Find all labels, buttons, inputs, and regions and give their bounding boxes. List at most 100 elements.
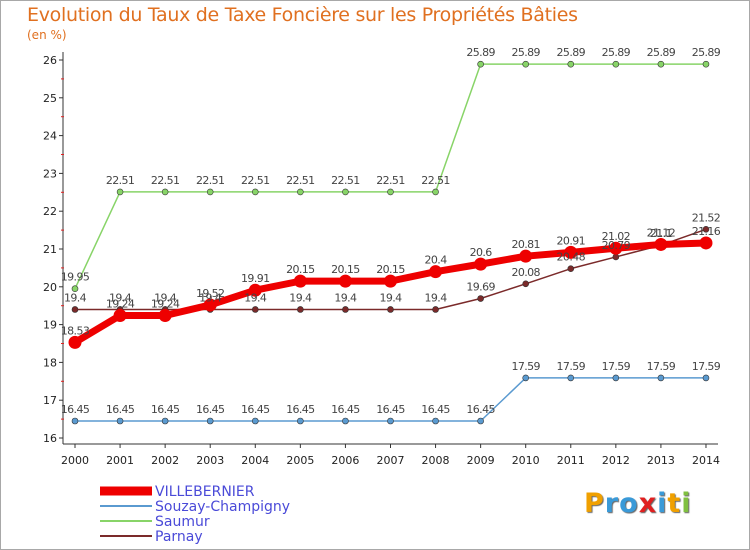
x-tick-label: 2003 bbox=[196, 454, 224, 467]
data-label: 19.4 bbox=[289, 291, 312, 304]
y-tick-label: 26 bbox=[43, 54, 57, 67]
data-point bbox=[612, 60, 620, 68]
data-label: 19.4 bbox=[109, 291, 132, 304]
logo-letter: i bbox=[657, 488, 668, 519]
y-tick-label: 22 bbox=[43, 205, 57, 218]
data-label: 21.02 bbox=[602, 230, 631, 243]
data-label: 21.52 bbox=[692, 211, 721, 224]
y-tick-label: 16 bbox=[43, 432, 57, 445]
legend-label: VILLEBERNIER bbox=[155, 484, 255, 500]
data-label: 16.45 bbox=[106, 403, 135, 416]
data-point bbox=[206, 417, 214, 425]
data-point bbox=[657, 374, 665, 382]
data-point bbox=[68, 335, 82, 349]
data-point bbox=[567, 60, 575, 68]
data-label: 16.45 bbox=[421, 403, 450, 416]
data-label: 19.4 bbox=[334, 291, 357, 304]
data-point bbox=[429, 265, 443, 279]
data-label: 20.91 bbox=[557, 234, 586, 247]
y-tick-label: 17 bbox=[43, 394, 57, 407]
legend-label: Parnay bbox=[155, 529, 203, 545]
data-point bbox=[297, 417, 304, 425]
data-point bbox=[702, 60, 710, 68]
data-point bbox=[474, 257, 488, 271]
data-point bbox=[387, 417, 394, 425]
y-tick-label: 18 bbox=[43, 356, 57, 369]
data-label: 19.24 bbox=[106, 298, 135, 311]
x-tick-label: 2014 bbox=[692, 454, 720, 467]
data-point bbox=[206, 188, 214, 196]
data-point bbox=[567, 265, 575, 272]
data-point bbox=[71, 285, 79, 292]
data-label: 22.51 bbox=[421, 174, 450, 187]
data-label: 20.4 bbox=[425, 254, 448, 267]
y-tick-label: 20 bbox=[43, 281, 57, 294]
x-tick-label: 2000 bbox=[61, 454, 89, 467]
data-label: 20.15 bbox=[376, 263, 405, 276]
x-tick-label: 2001 bbox=[106, 454, 134, 467]
data-label: 17.59 bbox=[647, 360, 676, 373]
data-labels-layer: 19.4 19.4 19.4 19.4 19.4 19.4 19.4 19.4 19.4 19.6… bbox=[61, 46, 722, 416]
data-label: 17.59 bbox=[602, 360, 631, 373]
data-label: 19.4 bbox=[199, 291, 222, 304]
data-label: 19.4 bbox=[379, 291, 402, 304]
data-point bbox=[477, 60, 484, 68]
data-point bbox=[477, 295, 484, 302]
data-label: 20.15 bbox=[286, 263, 315, 276]
x-tick-label: 2004 bbox=[241, 454, 269, 467]
data-point bbox=[158, 309, 172, 323]
legend-label: Souzay-Champigny bbox=[155, 499, 290, 515]
data-point bbox=[387, 188, 394, 196]
data-point bbox=[297, 188, 304, 196]
data-point bbox=[522, 280, 530, 288]
data-label: 19.4 bbox=[154, 291, 177, 304]
data-label: 20.48 bbox=[557, 251, 586, 264]
data-label: 21.1 bbox=[650, 227, 672, 240]
data-point bbox=[609, 241, 623, 255]
chart-axes: 16 17 18 19 20 21 22 23 24 25 26 2000 2001 2002 2003 20… bbox=[43, 52, 720, 467]
data-point bbox=[116, 417, 124, 425]
x-tick-label: 2002 bbox=[151, 454, 179, 467]
data-point bbox=[477, 417, 484, 425]
data-point bbox=[297, 306, 304, 313]
x-tick-label: 2013 bbox=[647, 454, 675, 467]
data-label: 19.91 bbox=[241, 272, 270, 285]
x-tick-label: 2007 bbox=[376, 454, 404, 467]
data-point bbox=[338, 274, 352, 288]
data-point bbox=[161, 417, 169, 425]
data-label: 16.45 bbox=[376, 403, 405, 416]
data-label: 19.95 bbox=[61, 271, 90, 284]
data-label: 19.69 bbox=[466, 281, 495, 294]
y-tick-label: 21 bbox=[43, 243, 57, 256]
x-tick-label: 2006 bbox=[331, 454, 359, 467]
data-point bbox=[116, 188, 124, 196]
logo-letter: t bbox=[667, 488, 682, 519]
data-label: 25.89 bbox=[692, 46, 721, 59]
data-label: 20.08 bbox=[511, 266, 540, 279]
logo-letter: x bbox=[638, 488, 658, 519]
logo-letter: r bbox=[604, 488, 620, 519]
data-label: 16.45 bbox=[61, 403, 90, 416]
series-villebernier bbox=[68, 236, 713, 349]
data-label: 20.6 bbox=[470, 246, 493, 259]
data-point bbox=[522, 60, 530, 68]
data-label: 20.81 bbox=[511, 238, 540, 251]
data-point bbox=[702, 226, 710, 233]
data-point bbox=[251, 188, 259, 196]
data-point bbox=[251, 306, 259, 313]
data-point bbox=[699, 236, 713, 250]
data-label: 22.51 bbox=[376, 174, 405, 187]
data-point bbox=[342, 417, 349, 425]
data-point bbox=[248, 283, 262, 297]
proxiti-logo: Proxiti bbox=[584, 488, 692, 519]
data-point bbox=[383, 274, 397, 288]
data-label: 17.59 bbox=[557, 360, 586, 373]
data-point bbox=[71, 306, 79, 313]
data-point bbox=[657, 60, 665, 68]
data-point bbox=[432, 417, 439, 425]
data-point bbox=[71, 417, 79, 425]
data-point bbox=[564, 245, 578, 259]
